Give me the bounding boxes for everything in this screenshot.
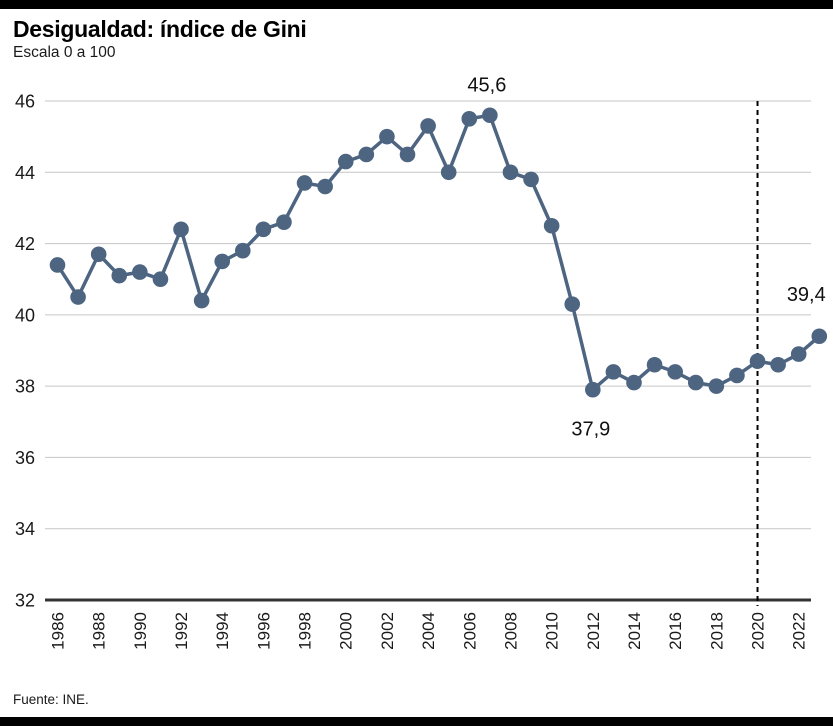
x-tick-label: 1998 [296,612,315,650]
data-point [379,128,395,145]
y-tick-label: 36 [15,448,35,468]
bottom-border-bar [0,717,833,726]
data-point [255,221,272,238]
x-tick-label: 1994 [213,612,232,650]
data-point [399,146,416,163]
x-tick-label: 2004 [419,612,438,650]
y-tick-label: 34 [15,519,35,539]
data-point [337,153,354,170]
data-line [56,113,821,392]
data-point [152,271,169,288]
data-point [729,367,745,384]
data-point [440,164,457,181]
x-tick-label: 1986 [49,612,68,650]
data-point [564,296,581,312]
x-tick-label: 2002 [378,612,397,650]
x-tick-label: 2020 [749,612,768,650]
data-point [708,378,725,394]
y-tick-label: 32 [15,591,35,611]
data-point [461,111,478,127]
top-border-bar [0,0,833,9]
x-tick-label: 1996 [254,612,273,650]
data-point [502,164,519,181]
data-point [49,257,66,273]
chart-subtitle: Escala 0 a 100 [13,44,116,61]
data-point [585,381,601,398]
data-point [790,346,807,362]
data-point [317,178,333,195]
data-point [132,264,148,280]
x-tick-label: 2016 [666,612,685,650]
x-tick-label: 2018 [707,612,726,650]
annotation-2007: 45,6 [467,74,506,96]
data-point [667,364,683,380]
data-point [111,267,128,284]
annotation-2023: 39,4 [787,284,826,306]
data-point [420,118,436,134]
y-tick-label: 38 [15,377,35,397]
source-note: Fuente: INE. [13,692,89,707]
x-tick-label: 2008 [501,612,520,650]
page-title: Desigualdad: índice de Gini [13,16,307,42]
data-point [646,356,663,373]
data-point [770,356,786,373]
y-tick-label: 46 [15,92,35,112]
y-tick-label: 42 [15,234,35,254]
data-point [482,107,498,124]
data-point [749,353,766,369]
data-point [523,171,539,188]
x-tick-label: 1990 [131,612,150,650]
data-point [626,374,642,391]
x-tick-label: 2006 [460,612,479,650]
data-point [214,253,231,270]
x-tick-label: 2014 [625,612,644,650]
x-tick-label: 2010 [543,612,562,650]
x-tick-label: 2022 [790,612,809,650]
data-point [811,328,828,345]
data-point [605,364,622,380]
data-point [173,221,189,238]
x-tick-label: 2000 [337,612,356,650]
y-tick-label: 40 [15,305,35,325]
data-point [687,374,704,391]
data-point [296,175,313,191]
data-point [358,146,375,163]
y-tick-label: 44 [15,163,35,183]
data-point [90,246,107,263]
data-point [543,217,560,234]
x-tick-label: 1988 [90,612,109,650]
x-tick-label: 1992 [172,612,191,650]
data-point [235,242,251,259]
data-point [70,289,86,305]
data-point [193,292,210,309]
x-tick-label: 2012 [584,612,603,650]
data-point [276,214,292,230]
annotation-2012: 37,9 [571,419,610,441]
